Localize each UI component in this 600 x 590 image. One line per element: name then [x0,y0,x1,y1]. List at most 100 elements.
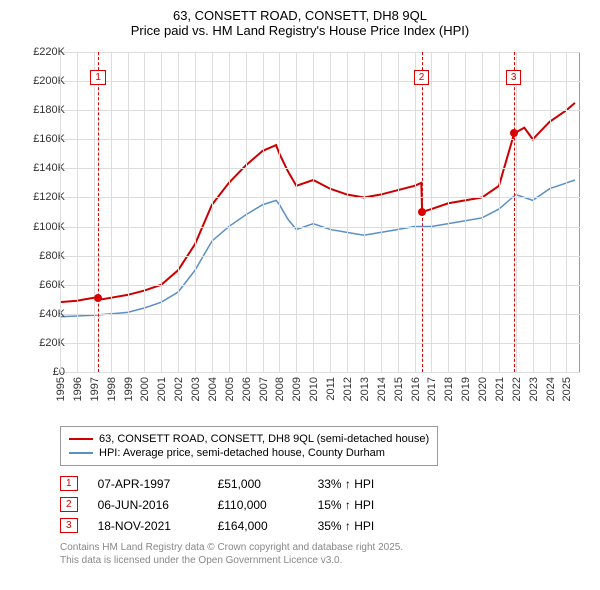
gridline-v [94,52,95,372]
gridline-v [347,52,348,372]
title-line1: 63, CONSETT ROAD, CONSETT, DH8 9QL [0,8,600,23]
legend-swatch [69,452,93,454]
gridline-v [77,52,78,372]
x-tick-label: 1997 [89,377,101,401]
x-tick-label: 1998 [106,377,118,401]
x-tick-label: 2011 [325,377,337,401]
event-row: 1 07-APR-1997 £51,000 33% ↑ HPI [60,476,600,491]
gridline-v [550,52,551,372]
series-line [60,180,575,317]
marker-label: 3 [506,70,522,85]
gridline-h [60,139,580,140]
marker-label: 1 [90,70,106,85]
x-tick-label: 2014 [376,377,388,401]
gridline-v [60,52,61,372]
footer: Contains HM Land Registry data © Crown c… [60,541,600,567]
gridline-h [60,168,580,169]
gridline-h [60,197,580,198]
gridline-h [60,227,580,228]
gridline-h [60,256,580,257]
x-tick-label: 2016 [410,377,422,401]
event-date: 07-APR-1997 [98,477,198,491]
footer-line2: This data is licensed under the Open Gov… [60,554,600,567]
event-change: 33% ↑ HPI [318,477,375,491]
gridline-h [60,343,580,344]
gridline-v [279,52,280,372]
chart: £0£20K£40K£60K£80K£100K£120K£140K£160K£1… [20,42,590,422]
x-tick-label: 2025 [561,377,573,401]
x-tick-label: 2021 [494,377,506,401]
gridline-v [364,52,365,372]
x-tick-label: 2006 [241,377,253,401]
events-table: 1 07-APR-1997 £51,000 33% ↑ HPI 2 06-JUN-2016… [60,476,600,533]
x-tick-label: 2012 [342,377,354,401]
event-num: 3 [60,518,78,533]
x-tick-label: 2018 [443,377,455,401]
gridline-v [381,52,382,372]
legend-swatch [69,438,93,440]
gridline-v [566,52,567,372]
x-tick-label: 2013 [359,377,371,401]
x-tick-label: 2000 [139,377,151,401]
x-tick-label: 2024 [545,377,557,401]
x-tick-label: 2009 [291,377,303,401]
gridline-h [60,81,580,82]
gridline-v [263,52,264,372]
legend: 63, CONSETT ROAD, CONSETT, DH8 9QL (semi… [60,426,438,466]
gridline-v [516,52,517,372]
event-price: £110,000 [218,498,298,512]
x-tick-label: 2017 [426,377,438,401]
x-tick-label: 2022 [511,377,523,401]
marker-line [98,52,99,372]
marker-dot [94,294,102,302]
series-line [60,103,575,302]
legend-label: 63, CONSETT ROAD, CONSETT, DH8 9QL (semi… [99,433,429,445]
chart-lines [60,52,580,372]
event-num: 2 [60,497,78,512]
gridline-v [398,52,399,372]
gridline-v [330,52,331,372]
footer-line1: Contains HM Land Registry data © Crown c… [60,541,600,554]
y-tick-label: £40K [39,308,65,320]
gridline-v [431,52,432,372]
event-row: 206-JUN-2016£110,00015% ↑ HPI [60,497,600,512]
event-num: 1 [60,476,78,491]
gridline-h [60,110,580,111]
legend-item: 63, CONSETT ROAD, CONSETT, DH8 9QL (semi… [69,433,429,445]
gridline-v [128,52,129,372]
x-tick-label: 2015 [393,377,405,401]
marker-dot [510,129,518,137]
gridline-v [246,52,247,372]
event-date: 18-NOV-2021 [98,519,198,533]
legend-item: HPI: Average price, semi-detached house,… [69,447,429,459]
x-tick-label: 2020 [477,377,489,401]
x-tick-label: 2023 [528,377,540,401]
event-date: 06-JUN-2016 [98,498,198,512]
marker-dot [418,208,426,216]
x-tick-label: 2019 [460,377,472,401]
y-tick-label: £20K [39,337,65,349]
x-tick-label: 2004 [207,377,219,401]
gridline-h [60,372,580,373]
event-price: £51,000 [218,477,298,491]
marker-label: 2 [414,70,430,85]
gridline-v [448,52,449,372]
y-tick-label: £60K [39,279,65,291]
y-tick-label: £80K [39,250,65,262]
x-tick-label: 1995 [55,377,67,401]
gridline-v [313,52,314,372]
x-tick-label: 2003 [190,377,202,401]
gridline-v [465,52,466,372]
gridline-v [296,52,297,372]
x-tick-label: 2002 [173,377,185,401]
marker-line [514,52,515,372]
event-row: 318-NOV-2021£164,00035% ↑ HPI [60,518,600,533]
x-tick-label: 2008 [274,377,286,401]
x-tick-label: 2010 [308,377,320,401]
gridline-v [533,52,534,372]
x-tick-label: 1996 [72,377,84,401]
gridline-h [60,285,580,286]
gridline-v [111,52,112,372]
gridline-h [60,314,580,315]
legend-label: HPI: Average price, semi-detached house,… [99,447,385,459]
